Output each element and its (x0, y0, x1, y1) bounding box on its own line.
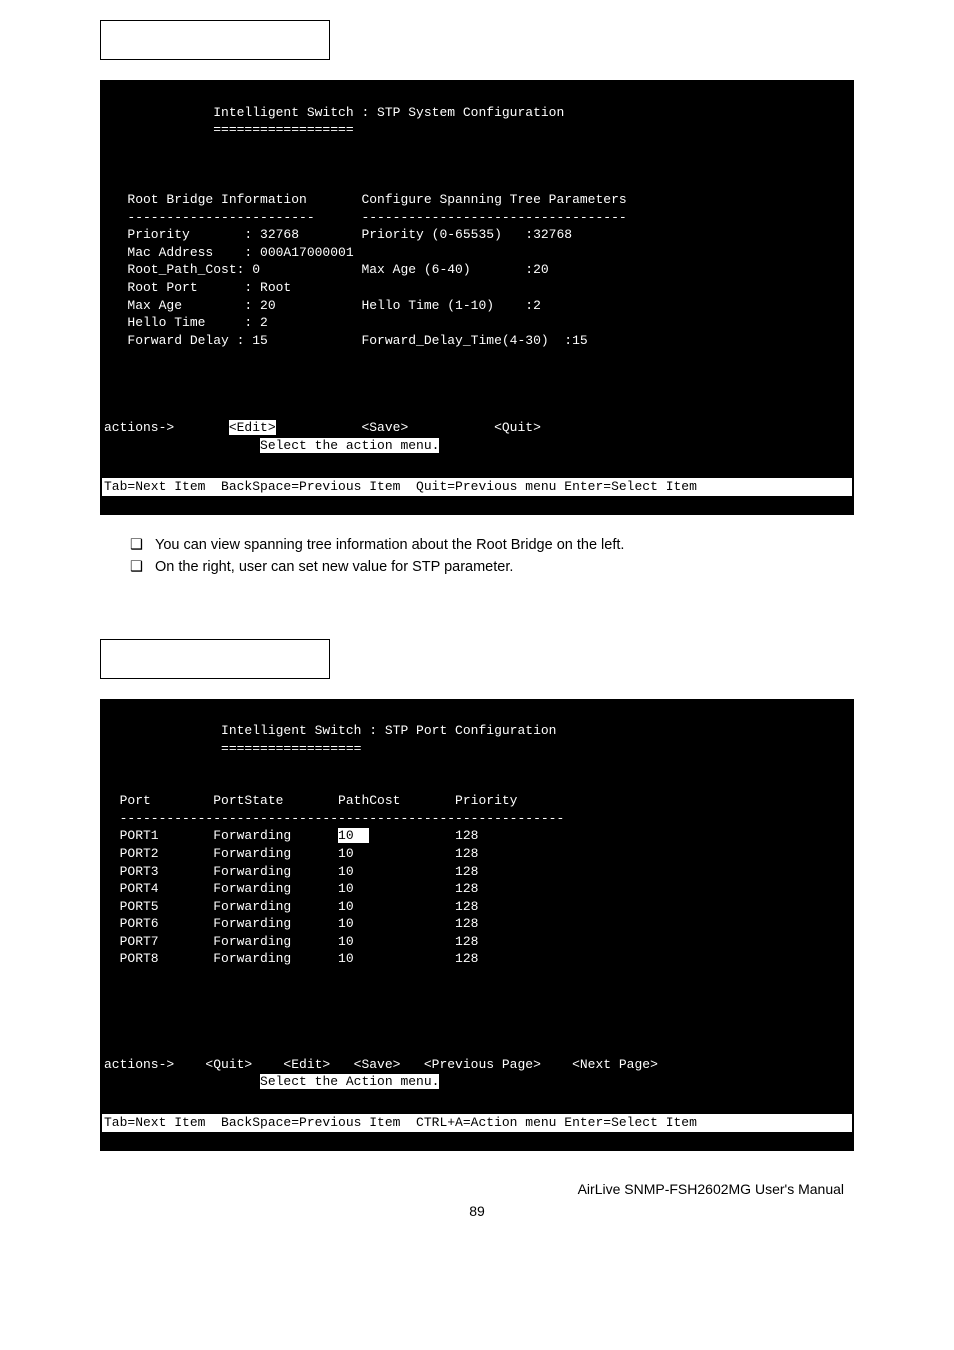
terminal-2-content: Intelligent Switch : STP Port Configurat… (102, 718, 852, 1094)
bullet-text: On the right, user can set new value for… (155, 557, 513, 579)
section-heading-box-1 (100, 20, 330, 60)
terminal-1-content: Intelligent Switch : STP System Configur… (102, 100, 852, 459)
bullet-item: ❑ You can view spanning tree information … (130, 535, 854, 557)
page-number: 89 (0, 1203, 954, 1219)
bullet-icon: ❑ (130, 557, 143, 579)
bullet-icon: ❑ (130, 535, 143, 557)
terminal-1-bottom-hint: Tab=Next Item BackSpace=Previous Item Qu… (102, 478, 852, 496)
terminal-stp-system: Intelligent Switch : STP System Configur… (100, 80, 854, 515)
section-heading-box-2 (100, 639, 330, 679)
bullet-text: You can view spanning tree information a… (155, 535, 624, 557)
bullet-list-1: ❑ You can view spanning tree information … (130, 535, 854, 579)
page-footer: AirLive SNMP-FSH2602MG User's Manual 89 (0, 1181, 954, 1219)
bullet-item: ❑ On the right, user can set new value fo… (130, 557, 854, 579)
terminal-stp-port: Intelligent Switch : STP Port Configurat… (100, 699, 854, 1152)
terminal-2-bottom-hint: Tab=Next Item BackSpace=Previous Item CT… (102, 1114, 852, 1132)
manual-title: AirLive SNMP-FSH2602MG User's Manual (0, 1181, 844, 1197)
